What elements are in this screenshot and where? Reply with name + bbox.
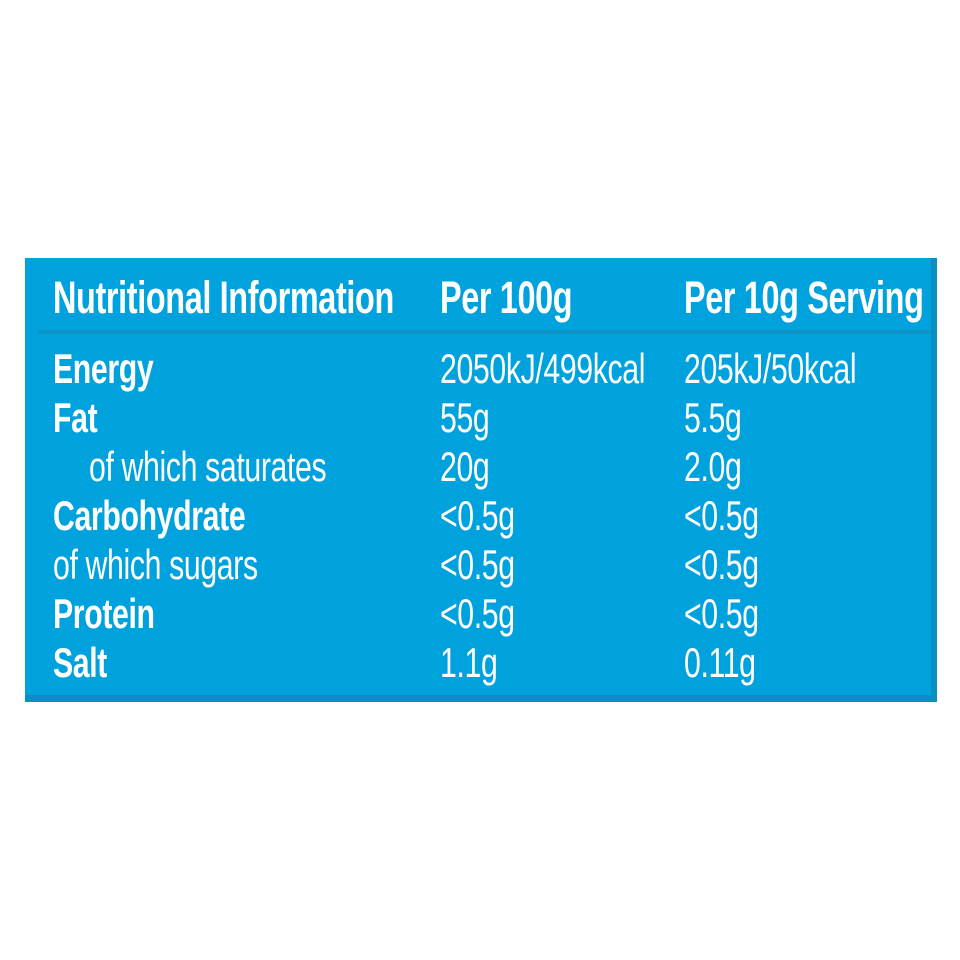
per-100g-value-cell: <0.5g <box>440 540 515 588</box>
per-100g-value-cell: 20g <box>440 442 490 490</box>
per-100g-value-cell: <0.5g <box>440 491 515 539</box>
header-nutritional-information-label: Nutritional Information <box>53 272 394 323</box>
nutrient-label-cell: Fat <box>53 393 98 441</box>
table-body: Energy 2050kJ/499kcal 205kJ/50kcal Fat 5… <box>25 334 937 687</box>
table-row: of which saturates 20g 2.0g <box>25 442 937 491</box>
per-serving-value-cell: 5.5g <box>684 393 742 441</box>
table-row: Carbohydrate <0.5g <0.5g <box>25 491 937 540</box>
header-per-100g: Per 100g <box>440 272 684 324</box>
header-per-100g-label: Per 100g <box>440 272 573 323</box>
table-row: Protein <0.5g <0.5g <box>25 589 937 638</box>
per-serving-value-cell: 2.0g <box>684 442 742 490</box>
nutrient-label-cell: of which sugars <box>53 540 258 588</box>
per-serving-value-cell: 0.11g <box>684 638 756 686</box>
nutrition-panel: Nutritional Information Per 100g Per 10g… <box>25 258 937 702</box>
per-100g-value-cell: <0.5g <box>440 589 515 637</box>
nutrient-label-cell: of which saturates <box>89 442 327 490</box>
nutrient-label-cell: Carbohydrate <box>53 491 246 539</box>
header-divider <box>38 330 931 334</box>
header-per-10g-serving: Per 10g Serving <box>684 272 960 324</box>
per-serving-value-cell: <0.5g <box>684 540 759 588</box>
table-row: of which sugars <0.5g <0.5g <box>25 540 937 589</box>
nutrient-label-cell: Energy <box>53 344 154 392</box>
per-100g-value-cell: 1.1g <box>440 638 498 686</box>
table-header-row: Nutritional Information Per 100g Per 10g… <box>25 258 937 330</box>
header-nutritional-information: Nutritional Information <box>53 272 440 324</box>
table-row: Fat 55g 5.5g <box>25 393 937 442</box>
nutrient-label-cell: Protein <box>53 589 155 637</box>
table-row: Salt 1.1g 0.11g <box>25 638 937 687</box>
header-per-10g-serving-label: Per 10g Serving <box>684 272 924 323</box>
per-serving-value-cell: <0.5g <box>684 589 759 637</box>
nutrient-label-cell: Salt <box>53 638 108 686</box>
per-100g-value-cell: 55g <box>440 393 490 441</box>
per-serving-value-cell: <0.5g <box>684 491 759 539</box>
table-row: Energy 2050kJ/499kcal 205kJ/50kcal <box>25 344 937 393</box>
per-100g-value-cell: 2050kJ/499kcal <box>440 344 646 392</box>
per-serving-value-cell: 205kJ/50kcal <box>684 344 857 392</box>
